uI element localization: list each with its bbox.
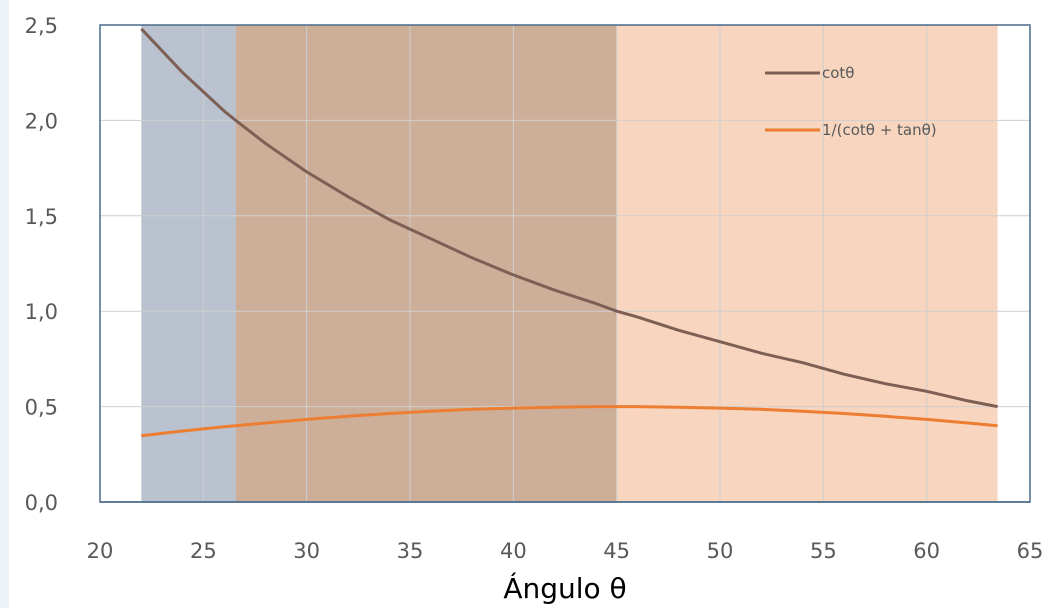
y-tick-label: 0,0 — [25, 491, 58, 515]
shaded-band-2 — [235, 25, 617, 502]
y-tick-label: 2,5 — [25, 14, 58, 38]
x-tick-label: 50 — [707, 539, 734, 563]
y-tick-label: 0,5 — [25, 396, 58, 420]
legend-label-2: 1/(cotθ + tanθ) — [822, 121, 937, 139]
x-tick-label: 55 — [810, 539, 837, 563]
x-tick-labels: 20 25 30 35 40 45 50 55 60 65 — [87, 539, 1044, 563]
shaded-band-1 — [141, 25, 236, 502]
x-tick-label: 25 — [190, 539, 217, 563]
x-tick-label: 35 — [397, 539, 424, 563]
shaded-bands — [141, 25, 998, 502]
x-tick-label: 40 — [500, 539, 527, 563]
legend-label-1: cotθ — [822, 64, 854, 82]
x-tick-label: 30 — [293, 539, 320, 563]
x-tick-label: 45 — [603, 539, 630, 563]
y-tick-label: 1,0 — [25, 300, 58, 324]
y-tick-labels: 0,0 0,5 1,0 1,5 2,0 2,5 — [25, 14, 58, 515]
y-tick-label: 2,0 — [25, 109, 58, 133]
left-margin-strip — [0, 0, 9, 608]
x-tick-label: 65 — [1017, 539, 1044, 563]
y-tick-label: 1,5 — [25, 205, 58, 229]
x-axis-title: Ángulo θ — [503, 571, 626, 605]
x-tick-label: 20 — [87, 539, 114, 563]
series-lines — [140, 27, 998, 438]
series-line-2 — [141, 405, 998, 438]
series-line-1 — [140, 27, 998, 409]
x-tick-label: 60 — [913, 539, 940, 563]
legend: cotθ 1/(cotθ + tanθ) — [765, 64, 937, 139]
shaded-band-3 — [616, 25, 998, 502]
grid-lines — [100, 25, 1030, 502]
